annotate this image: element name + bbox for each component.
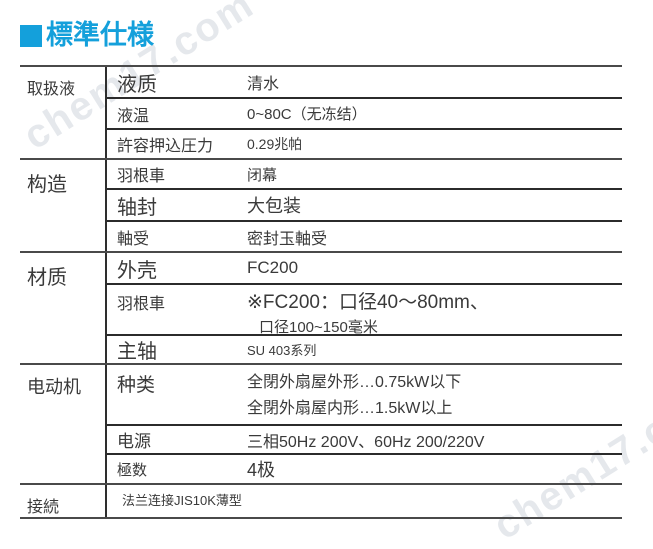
section-construction: 构造 羽根車 闭幕 轴封 大包装 軸受 密封玉軸受 xyxy=(20,160,622,253)
table-row: 轴封 大包装 xyxy=(107,190,622,222)
row-value: 密封玉軸受 xyxy=(247,230,328,248)
row-label: 主轴 xyxy=(117,341,157,363)
row-label: 羽根車 xyxy=(117,168,166,185)
row-label: 液质 xyxy=(117,73,157,96)
table-row: 液质 清水 xyxy=(107,67,622,99)
section-motor: 电动机 种类 全閉外扇屋外形…0.75kW以下 全閉外扇屋内形…1.5kW以上 … xyxy=(20,365,622,485)
table-row: 羽根車 ※FC200：口径40～80mm、 口径100~150毫米 xyxy=(107,285,622,336)
category-label: 构造 xyxy=(27,174,67,196)
row-value: FC200 xyxy=(247,258,299,277)
row-label: 电源 xyxy=(117,432,151,451)
row-value: 三相50Hz 200V、60Hz 200/220V xyxy=(247,433,485,451)
row-value: SU 403系列 xyxy=(247,343,317,358)
row-label: 种类 xyxy=(117,375,156,396)
row-label: 許容押込圧力 xyxy=(117,138,214,155)
spec-table: 取扱液 液质 清水 液温 0~80C（无冻结） 許容押込圧力 0.29兆帕 构造… xyxy=(20,65,622,519)
row-value: ※FC200：口径40～80mm、 口径100~150毫米 xyxy=(242,290,622,338)
row-value: 闭幕 xyxy=(247,166,278,184)
table-row: 主轴 SU 403系列 xyxy=(107,336,622,363)
row-value: 0.29兆帕 xyxy=(247,136,303,152)
table-row: 外壳 FC200 xyxy=(107,253,622,285)
table-row: 液温 0~80C（无冻结） xyxy=(107,99,622,130)
table-row: 許容押込圧力 0.29兆帕 xyxy=(107,130,622,158)
row-label: 軸受 xyxy=(117,230,150,248)
row-label: 液温 xyxy=(117,107,150,125)
table-row: 电源 三相50Hz 200V、60Hz 200/220V xyxy=(107,426,622,455)
table-row: 种类 全閉外扇屋外形…0.75kW以下 全閉外扇屋内形…1.5kW以上 xyxy=(107,365,622,426)
row-label: 外壳 xyxy=(117,259,157,282)
row-label: 極数 xyxy=(117,461,148,479)
category-label: 接続 xyxy=(27,499,60,516)
row-value: 清水 xyxy=(247,76,280,93)
table-row: 極数 4极 xyxy=(107,455,622,483)
table-row: 法兰连接JIS10K薄型 xyxy=(107,485,622,513)
row-value-line2: 全閉外扇屋内形…1.5kW以上 xyxy=(247,400,453,418)
row-value: 法兰连接JIS10K薄型 xyxy=(122,492,242,508)
table-row: 軸受 密封玉軸受 xyxy=(107,222,622,251)
row-label: 轴封 xyxy=(117,196,157,219)
section-material: 材质 外壳 FC200 羽根車 ※FC200：口径40～80mm、 口径100~… xyxy=(20,253,622,365)
section-connection: 接続 法兰连接JIS10K薄型 xyxy=(20,485,622,519)
row-value-line1: ※FC200：口径40～80mm、 xyxy=(247,292,489,313)
category-label: 电动机 xyxy=(27,377,81,397)
section-handled-liquid: 取扱液 液质 清水 液温 0~80C（无冻结） 許容押込圧力 0.29兆帕 xyxy=(20,67,622,160)
page-title: 標準仕様 xyxy=(20,22,154,49)
row-value-line1: 全閉外扇屋外形…0.75kW以下 xyxy=(247,374,462,391)
row-value: 4极 xyxy=(247,460,276,480)
title-square-icon xyxy=(20,24,42,47)
row-label: 羽根車 xyxy=(117,296,166,313)
row-value-line2: 口径100~150毫米 xyxy=(259,318,378,336)
category-label: 取扱液 xyxy=(27,81,76,98)
category-label: 材质 xyxy=(27,267,67,289)
page-title-text: 標準仕様 xyxy=(46,20,154,50)
row-value: 大包装 xyxy=(247,196,301,216)
row-value: 0~80C（无冻结） xyxy=(247,106,367,123)
row-value: 全閉外扇屋外形…0.75kW以下 全閉外扇屋内形…1.5kW以上 xyxy=(242,370,622,423)
table-row: 羽根車 闭幕 xyxy=(107,160,622,190)
